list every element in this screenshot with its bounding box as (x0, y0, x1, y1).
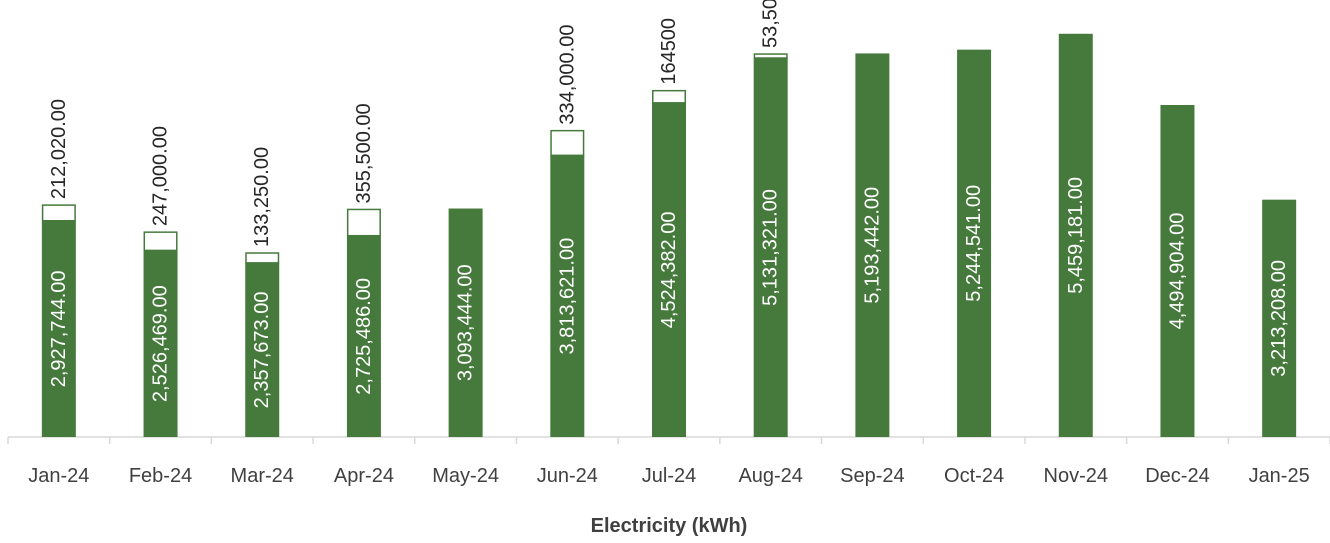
bar-base-label: 5,131,321.00 (760, 189, 782, 306)
x-tick-label: May-24 (432, 465, 499, 487)
bar-base-oct-24 (957, 49, 992, 437)
bar-extra-jun-24 (550, 129, 585, 157)
x-tick-label: Jul-24 (642, 465, 696, 487)
bar-base-dec-24 (1160, 105, 1195, 437)
x-tick-label: Dec-24 (1145, 465, 1209, 487)
bar-base-label: 2,357,673.00 (251, 292, 273, 409)
bar-base-label: 2,526,469.00 (150, 285, 172, 402)
bar-extra-label: 212,020.00 (48, 99, 70, 199)
bar-extra-label: 133,250.00 (251, 147, 273, 247)
x-axis-title: Electricity (kWh) (591, 515, 748, 537)
bar-extra-feb-24 (143, 231, 178, 252)
bar-base-aug-24 (753, 58, 788, 437)
bar-extra-jan-24 (41, 204, 76, 222)
bar-extra-label: 164500 (658, 18, 680, 85)
bar-base-jan-24 (41, 220, 76, 437)
bar-extra-label: 355,500.00 (353, 103, 375, 203)
x-tick-label: Jan-25 (1249, 465, 1310, 487)
bar-extra-apr-24 (346, 208, 381, 237)
bar-base-jun-24 (550, 155, 585, 438)
x-tick-label: Aug-24 (738, 465, 803, 487)
bar-base-label: 3,213,208.00 (1268, 260, 1290, 377)
bar-base-feb-24 (143, 250, 178, 437)
bar-base-label: 4,494,904.00 (1166, 213, 1188, 330)
bar-base-sep-24 (855, 53, 890, 438)
category-labels: Jan-24 Feb-24 Mar-24 Apr-24 May-24 Jun-24 Jul-… (28, 465, 1309, 487)
bar-base-label: 3,093,444.00 (455, 264, 477, 381)
bar-extra-mar-24 (245, 252, 280, 264)
bar-base-label: 5,193,442.00 (861, 187, 883, 304)
bar-extra-aug-24 (753, 53, 788, 59)
bar-base-label: 2,927,744.00 (48, 270, 70, 387)
x-tick-label: Apr-24 (334, 465, 394, 487)
bar-extra-label: 53,500 (760, 0, 782, 48)
bar-base-label: 5,244,541.00 (963, 185, 985, 302)
bar-extra-label: 334,000.00 (556, 25, 578, 125)
bar-base-label: 3,813,621.00 (556, 238, 578, 355)
bar-extra-jul-24 (652, 89, 686, 104)
bar-base-apr-24 (346, 235, 381, 437)
bar-base-mar-24 (245, 262, 280, 437)
bar-base-label: 4,524,382.00 (658, 212, 680, 329)
bar-base-label: 2,725,486.00 (353, 278, 375, 395)
x-tick-label: Feb-24 (129, 465, 192, 487)
bar-base-jul-24 (652, 102, 686, 437)
x-tick-label: Nov-24 (1044, 465, 1108, 487)
bars-group: 2,927,744.00 212,020.00 2,526,469.00 247,00… (41, 0, 1297, 438)
x-tick-label: Oct-24 (944, 465, 1004, 487)
bar-base-may-24 (448, 208, 483, 437)
bar-base-nov-24 (1058, 33, 1093, 438)
bar-base-label: 5,459,181.00 (1065, 177, 1087, 294)
x-tick-label: Jun-24 (537, 465, 598, 487)
x-tick-label: Mar-24 (231, 465, 294, 487)
bar-extra-label: 247,000.00 (150, 126, 172, 226)
x-tick-label: Jan-24 (28, 465, 89, 487)
x-axis-ticks (7, 437, 1330, 444)
bar-base-jan-25 (1262, 199, 1297, 437)
x-tick-label: Sep-24 (840, 465, 905, 487)
